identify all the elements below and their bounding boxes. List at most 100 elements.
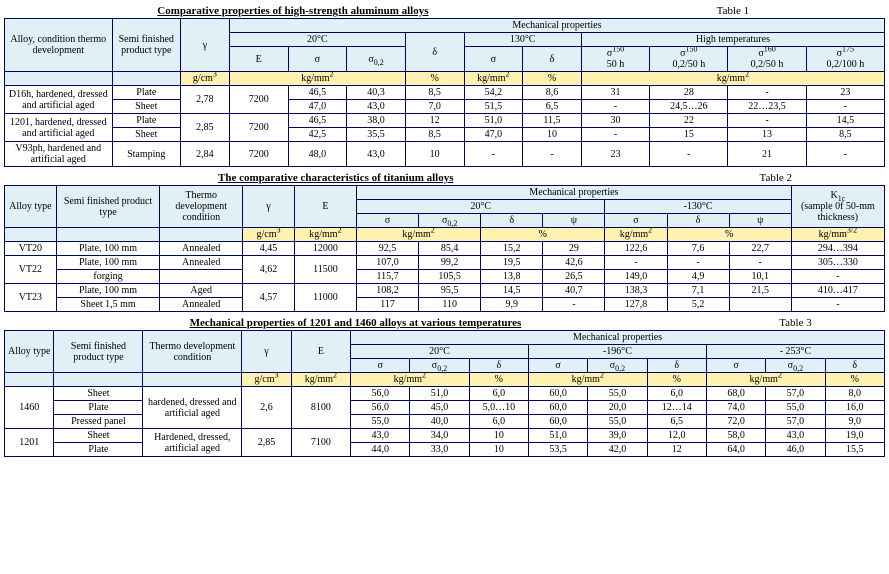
cell: 13 — [728, 128, 806, 142]
h-alloy: Alloy type — [5, 186, 57, 228]
cell: Plate, 100 mm — [56, 284, 160, 298]
cell: 14,5 — [806, 114, 884, 128]
cell: 40,7 — [543, 284, 605, 298]
cell: 22 — [650, 114, 728, 128]
h-ht3: σ1600,2/50 h — [728, 47, 806, 72]
cell: 43,0 — [351, 429, 410, 443]
cell: - — [728, 114, 806, 128]
cell: 40,0 — [410, 415, 469, 429]
cell: 23 — [581, 142, 649, 167]
h-ht4: σ1750,2/100 h — [806, 47, 884, 72]
cell: 31 — [581, 86, 649, 100]
cell: Sheet — [54, 387, 143, 401]
h-s02: σ0,2 — [347, 47, 406, 72]
cell: - — [523, 142, 582, 167]
cell: 10 — [469, 443, 528, 457]
cell: Plate, 100 mm — [56, 256, 160, 270]
cell: 19,5 — [481, 256, 543, 270]
cell: - — [806, 100, 884, 114]
cell: 74,0 — [706, 401, 765, 415]
cell: 85,4 — [419, 242, 481, 256]
cell: 26,5 — [543, 270, 605, 284]
cell — [160, 270, 243, 284]
cell: 95,5 — [419, 284, 481, 298]
cell: - — [729, 256, 791, 270]
cell: 33,0 — [410, 443, 469, 457]
cell: 24,5…26 — [650, 100, 728, 114]
cell: 51,5 — [464, 100, 523, 114]
u-pct: % — [405, 72, 464, 86]
cell: 6,0 — [647, 387, 706, 401]
cell: 51,0 — [410, 387, 469, 401]
cell: 38,0 — [347, 114, 406, 128]
cell: - — [581, 128, 649, 142]
cell — [729, 298, 791, 312]
cell: Pressed panel — [54, 415, 143, 429]
cell: 57,0 — [766, 415, 825, 429]
cell: 21,5 — [729, 284, 791, 298]
cell: 56,0 — [351, 387, 410, 401]
cell: - — [791, 298, 884, 312]
cell: V93ph, hardened and artificial aged — [5, 142, 113, 167]
h-d130: δ — [523, 47, 582, 72]
h-mech: Mechanical properties — [229, 19, 884, 33]
cell: 12,0 — [647, 429, 706, 443]
cell: 55,0 — [588, 387, 647, 401]
cell: 8,5 — [806, 128, 884, 142]
cell: 16,0 — [825, 401, 884, 415]
cell: 22…23,5 — [728, 100, 806, 114]
cell: forging — [56, 270, 160, 284]
cell: Annealed — [160, 256, 243, 270]
cell: hardened, dressed and artificial aged — [143, 387, 242, 429]
h-s: σ — [288, 47, 347, 72]
h-k1c: K1c(sample 0f 50-mm thickness) — [791, 186, 884, 228]
cell: 5,2 — [667, 298, 729, 312]
cell: 9,9 — [481, 298, 543, 312]
cell: 42,5 — [288, 128, 347, 142]
cell: Sheet — [112, 100, 180, 114]
cell: Sheet — [112, 128, 180, 142]
cell: 34,0 — [410, 429, 469, 443]
cell: 1201, hardened, dressed and artificial a… — [5, 114, 113, 142]
cell: 108,2 — [356, 284, 418, 298]
cell: Stamping — [112, 142, 180, 167]
cell: 7,1 — [667, 284, 729, 298]
h-E: E — [229, 47, 288, 72]
u-gcm3: g/cm3 — [180, 72, 229, 86]
cell: 10 — [523, 128, 582, 142]
cell: 44,0 — [351, 443, 410, 457]
cell: 7200 — [229, 142, 288, 167]
cell: 21 — [728, 142, 806, 167]
cell: Sheet 1,5 mm — [56, 298, 160, 312]
cell: 47,0 — [464, 128, 523, 142]
cell: 40,3 — [347, 86, 406, 100]
cell: Plate, 100 mm — [56, 242, 160, 256]
cell: - — [650, 142, 728, 167]
cell: 43,0 — [766, 429, 825, 443]
h-s130: σ — [464, 47, 523, 72]
cell: 117 — [356, 298, 418, 312]
h-semi: Semi finished product type — [112, 19, 180, 72]
cell: 2,85 — [242, 429, 291, 457]
h-130: 130°C — [464, 33, 581, 47]
cell: 12…14 — [647, 401, 706, 415]
cell: 6,5 — [647, 415, 706, 429]
cell: 10 — [469, 429, 528, 443]
cell: 410…417 — [791, 284, 884, 298]
table-2: The comparative characteristics of titan… — [4, 171, 885, 312]
cell: 8,5 — [405, 128, 464, 142]
cell: 2,78 — [180, 86, 229, 114]
cell: 43,0 — [347, 100, 406, 114]
cell: 12000 — [294, 242, 356, 256]
cell: 7200 — [229, 86, 288, 114]
cell: 51,0 — [528, 429, 587, 443]
cell: 46,0 — [766, 443, 825, 457]
cell: 8,5 — [405, 86, 464, 100]
cell: 11000 — [294, 284, 356, 312]
cell: 92,5 — [356, 242, 418, 256]
cell: 107,0 — [356, 256, 418, 270]
cell: 28 — [650, 86, 728, 100]
cell: 48,0 — [288, 142, 347, 167]
cell: - — [581, 100, 649, 114]
cell: 11500 — [294, 256, 356, 284]
